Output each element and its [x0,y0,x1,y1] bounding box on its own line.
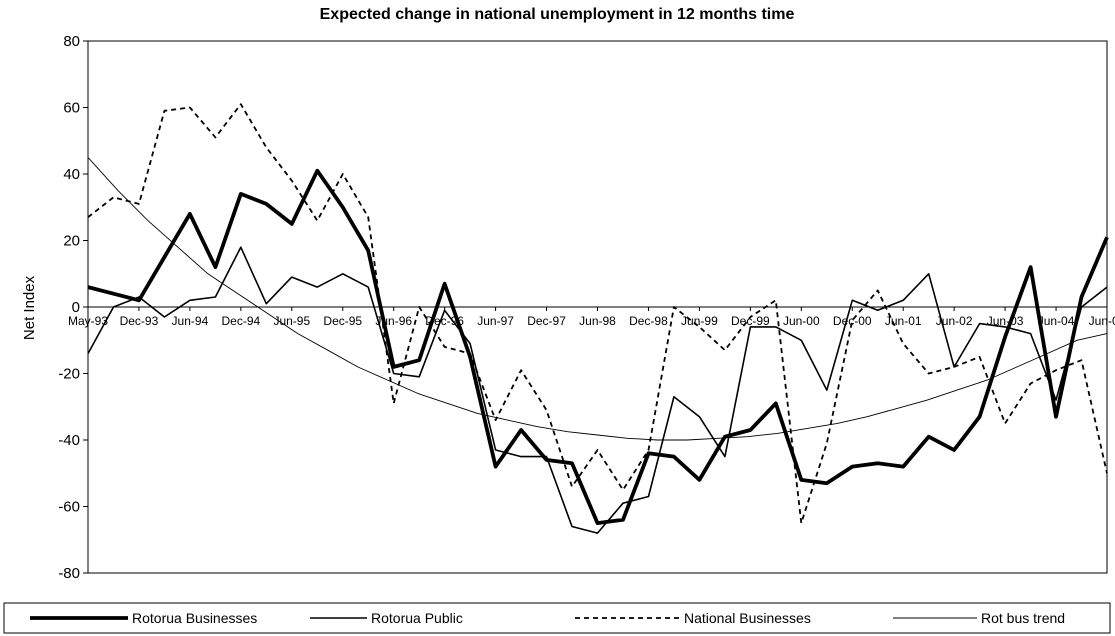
chart-title: Expected change in national unemployment… [320,6,795,23]
y-tick-label: -40 [58,432,80,449]
series-rotorua-businesses [87,168,1109,525]
y-tick-label: -80 [58,565,80,582]
y-tick-label: -60 [58,499,80,516]
x-tick-label: Jun-99 [681,314,718,328]
x-tick-label: Dec-94 [222,314,261,328]
legend: Rotorua Businesses Rotorua Public National… [3,602,1111,634]
plot-area: 80 60 40 20 0 -20 -40 -60 -80 May-93 Dec-93 Jun-94 D… [58,33,1115,582]
x-tick-label: Jun-95 [273,314,310,328]
legend-label-rotorua-businesses: Rotorua Businesses [132,610,257,626]
x-tick-label: Jun-05 [1089,314,1115,328]
x-tick-label: May-93 [68,314,108,328]
x-tick-label: Dec-93 [120,314,159,328]
y-axis-label: Net Index [21,275,38,340]
series-rot-bus-trend [87,157,1108,441]
y-tick-label: 20 [63,233,80,250]
series-national-businesses [87,103,1108,524]
x-tick-label: Dec-95 [323,314,362,328]
x-tick-label: Jun-04 [1038,314,1075,328]
y-tick-label: 40 [63,166,80,183]
x-tick-label: Dec-00 [833,314,872,328]
x-tick-label: Jun-03 [987,314,1024,328]
x-tick-label: Jun-98 [579,314,616,328]
y-tick-label: 80 [63,33,80,50]
legend-label-rotorua-public: Rotorua Public [371,610,463,626]
x-tick-label: Jun-97 [477,314,514,328]
legend-label-national-businesses: National Businesses [684,610,811,626]
series-rotorua-public [87,246,1108,534]
x-tick-label: Jun-00 [783,314,820,328]
x-tick-label: Jun-94 [172,314,209,328]
y-tick-label: -20 [58,366,80,383]
x-tick-label: Jun-02 [936,314,973,328]
x-tick-label: Dec-97 [527,314,566,328]
y-tick-label: 60 [63,100,80,117]
legend-label-rot-bus-trend: Rot bus trend [981,610,1065,626]
x-tick-label: Dec-98 [629,314,668,328]
x-tick-label: Dec-99 [731,314,770,328]
y-tick-label: 0 [72,299,80,316]
